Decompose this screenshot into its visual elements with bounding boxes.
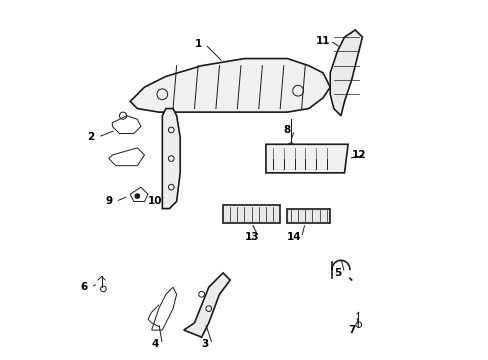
Polygon shape — [183, 273, 230, 337]
Polygon shape — [223, 205, 280, 223]
Text: 1: 1 — [194, 39, 201, 49]
Text: 2: 2 — [87, 132, 94, 142]
Polygon shape — [162, 109, 180, 208]
Text: 3: 3 — [201, 339, 208, 349]
Text: 5: 5 — [333, 268, 340, 278]
Text: 13: 13 — [244, 232, 258, 242]
Text: 10: 10 — [148, 197, 162, 206]
Text: 14: 14 — [286, 232, 301, 242]
Polygon shape — [329, 30, 362, 116]
Polygon shape — [265, 144, 347, 173]
Text: 11: 11 — [315, 36, 330, 46]
Circle shape — [135, 194, 139, 198]
Text: 8: 8 — [283, 125, 290, 135]
Text: 12: 12 — [351, 150, 366, 160]
Polygon shape — [287, 208, 329, 223]
Text: 9: 9 — [105, 197, 112, 206]
Polygon shape — [130, 59, 329, 112]
Text: 7: 7 — [347, 325, 355, 335]
Text: 6: 6 — [80, 282, 87, 292]
Text: 4: 4 — [151, 339, 159, 349]
